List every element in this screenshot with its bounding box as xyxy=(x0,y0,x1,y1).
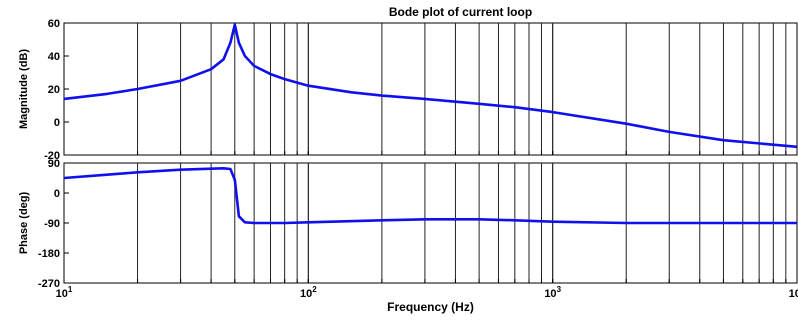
x-tick-label: 103 xyxy=(544,285,561,300)
x-tick-label: 102 xyxy=(300,285,317,300)
x-axis-label: Frequency (Hz) xyxy=(387,300,474,314)
magnitude-series-line xyxy=(63,23,798,149)
phase-y-tick-label: -180 xyxy=(38,248,60,260)
phase-y-tick-label: -270 xyxy=(38,278,60,290)
phase-y-tick-label: -90 xyxy=(44,218,60,230)
chart-title: Bode plot of current loop xyxy=(389,5,532,19)
magnitude-y-tick-label: 40 xyxy=(48,51,60,63)
magnitude-y-tick-label: -20 xyxy=(44,150,60,162)
phase-series-line xyxy=(63,167,797,225)
magnitude-y-tick-label: 60 xyxy=(48,18,60,30)
phase-y-tick-label: 90 xyxy=(48,158,60,170)
magnitude-y-tick-label: 0 xyxy=(54,117,60,129)
phase-y-tick-label: 0 xyxy=(54,188,60,200)
magnitude-y-axis-label: Magnitude (dB) xyxy=(18,49,30,129)
x-tick-label: 101 xyxy=(56,285,73,300)
magnitude-y-tick-label: 20 xyxy=(48,84,60,96)
x-tick-label: 104 xyxy=(789,285,798,300)
phase-y-axis-label: Phase (deg) xyxy=(18,191,30,254)
